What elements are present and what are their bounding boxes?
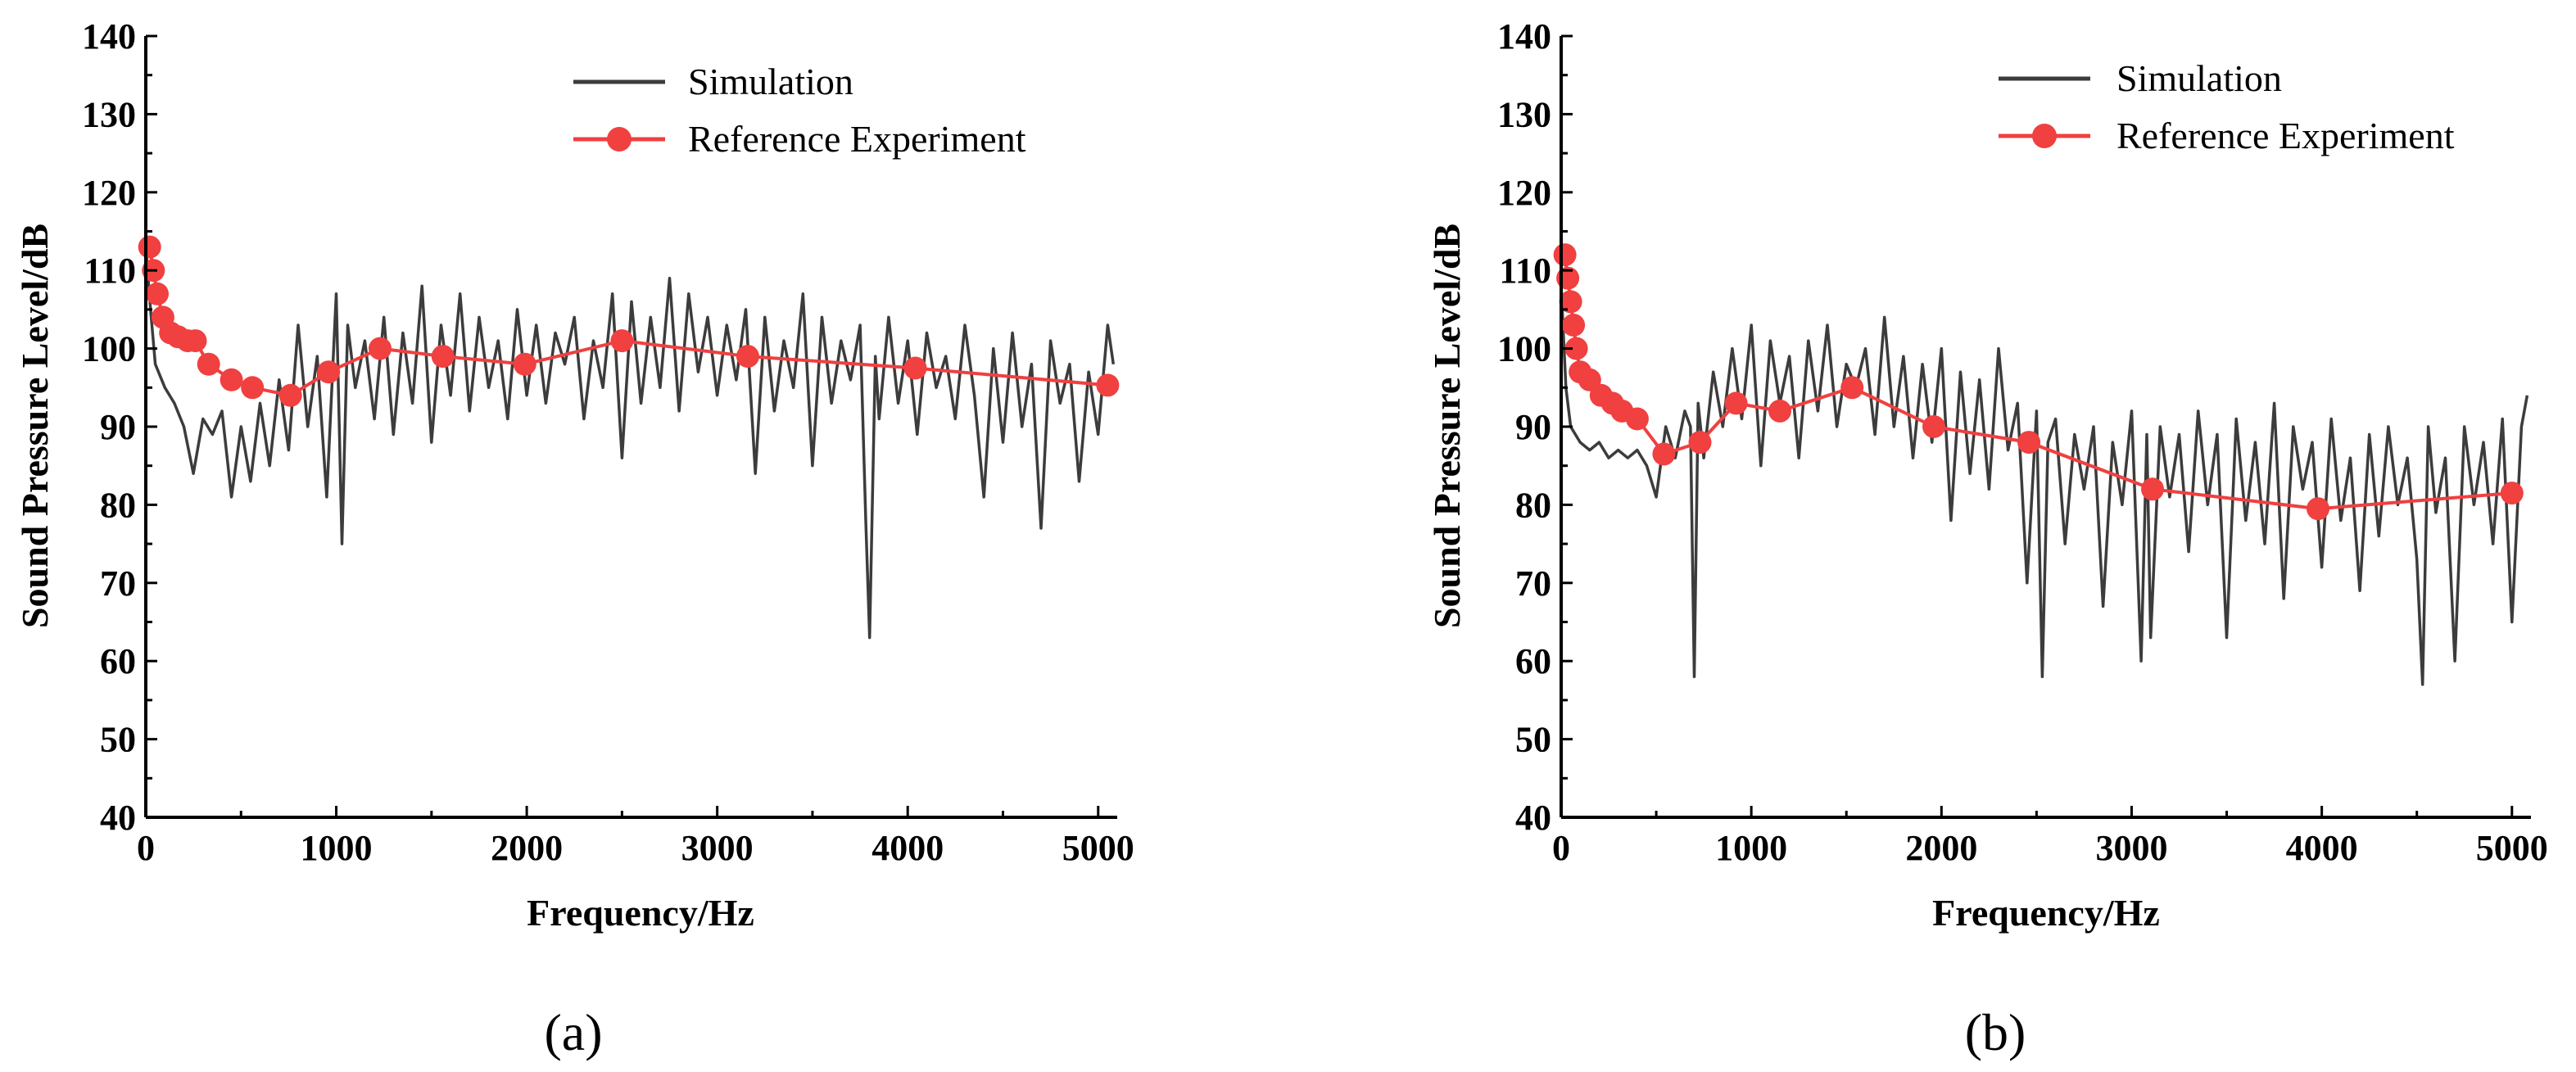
x-tick-label-a-0: 0 — [137, 828, 155, 868]
reference-point-a-10 — [241, 376, 265, 400]
y-tick-label-b-6: 100 — [1497, 329, 1551, 369]
x-tick-label-b-3: 3000 — [2095, 828, 2167, 868]
x-tick-label-b-4: 4000 — [2286, 828, 2358, 868]
reference-point-b-14 — [1768, 399, 1791, 423]
reference-point-a-11 — [278, 383, 302, 407]
plot-area-b — [1553, 243, 2529, 686]
y-tick-label-a-4: 80 — [100, 485, 136, 525]
chart-panel-b: 0 1000 2000 3000 4000 5000 40 50 60 70 80 90 100 110 1… — [1426, 16, 2548, 1061]
x-tick-label-a-1: 1000 — [301, 828, 373, 868]
legend-reference-label-b: Reference Experiment — [2116, 115, 2455, 156]
y-tick-label-a-7: 110 — [84, 251, 136, 291]
reference-point-b-15 — [1840, 376, 1864, 400]
reference-point-a-9 — [220, 368, 243, 391]
y-tick-label-a-5: 90 — [100, 407, 136, 447]
reference-point-a-17 — [736, 345, 759, 369]
chart-panel-a: 0 1000 2000 3000 4000 5000 40 50 60 70 80 90 100 110 1… — [14, 16, 1134, 1061]
panel-label-b: (b) — [1965, 1003, 2026, 1061]
reference-point-a-18 — [903, 356, 927, 380]
reference-point-a-0 — [138, 235, 161, 259]
reference-point-b-4 — [1564, 337, 1588, 360]
reference-point-a-8 — [197, 352, 220, 376]
y-tick-label-b-10: 140 — [1497, 16, 1551, 57]
x-tick-label-b-2: 2000 — [1905, 828, 1977, 868]
x-axis-title-b: Frequency/Hz — [1932, 892, 2160, 934]
x-tick-label-a-5: 5000 — [1062, 828, 1134, 868]
reference-point-b-0 — [1553, 243, 1577, 267]
ticks-b: 0 1000 2000 3000 4000 5000 40 50 60 70 80 90 100 110 1… — [1497, 16, 2548, 868]
reference-point-a-15 — [513, 352, 536, 376]
ticks-a: 0 1000 2000 3000 4000 5000 40 50 60 70 80 90 100 110 1… — [82, 16, 1134, 868]
y-tick-label-b-5: 90 — [1515, 407, 1551, 447]
x-tick-label-b-5: 5000 — [2476, 828, 2548, 868]
y-tick-label-b-0: 40 — [1515, 798, 1551, 838]
y-tick-label-a-0: 40 — [100, 798, 136, 838]
reference-point-b-17 — [2017, 431, 2041, 455]
x-axis-title-a: Frequency/Hz — [527, 892, 754, 934]
y-tick-label-b-7: 110 — [1499, 251, 1551, 291]
y-tick-label-a-8: 120 — [82, 173, 136, 213]
reference-point-b-10 — [1625, 407, 1649, 431]
y-tick-label-b-9: 130 — [1497, 94, 1551, 134]
legend-reference-label-a: Reference Experiment — [688, 118, 1026, 160]
reference-point-b-20 — [2500, 482, 2524, 505]
y-tick-label-b-3: 70 — [1515, 563, 1551, 604]
reference-point-b-12 — [1688, 431, 1712, 455]
x-tick-label-a-3: 3000 — [681, 828, 754, 868]
reference-point-b-18 — [2141, 477, 2164, 501]
y-tick-label-a-3: 70 — [100, 563, 136, 604]
y-tick-label-b-2: 60 — [1515, 641, 1551, 681]
y-axis-title-b: Sound Pressure Level/dB — [1426, 224, 1468, 628]
reference-point-b-16 — [1922, 415, 1945, 438]
legend-reference-marker-a — [607, 127, 632, 152]
legend-b: Simulation Reference Experiment — [1999, 57, 2455, 156]
legend-simulation-label-a: Simulation — [688, 61, 853, 102]
y-tick-label-b-8: 120 — [1497, 173, 1551, 213]
reference-point-b-19 — [2307, 497, 2329, 521]
reference-point-a-7 — [183, 329, 207, 353]
x-tick-label-a-2: 2000 — [491, 828, 563, 868]
x-tick-label-a-4: 4000 — [871, 828, 944, 868]
reference-point-a-12 — [317, 360, 341, 384]
reference-point-a-13 — [369, 337, 392, 360]
y-tick-label-a-10: 140 — [82, 16, 136, 57]
x-tick-label-b-0: 0 — [1552, 828, 1570, 868]
reference-point-a-19 — [1096, 373, 1120, 397]
reference-point-b-13 — [1724, 391, 1748, 415]
reference-point-a-2 — [146, 282, 169, 305]
legend-simulation-label-b: Simulation — [2116, 57, 2282, 99]
panel-label-a: (a) — [544, 1003, 602, 1061]
reference-point-a-16 — [610, 329, 634, 353]
reference-point-b-11 — [1652, 442, 1676, 466]
simulation-line-b — [1560, 286, 2529, 686]
reference-point-b-2 — [1559, 290, 1582, 314]
y-tick-label-b-4: 80 — [1515, 485, 1551, 525]
y-tick-label-b-1: 50 — [1515, 720, 1551, 760]
plot-area-a — [138, 235, 1120, 640]
simulation-line-a — [144, 247, 1116, 640]
y-tick-label-a-6: 100 — [82, 329, 136, 369]
reference-point-a-14 — [431, 345, 455, 369]
y-axis-title-a: Sound Pressure Level/dB — [14, 224, 56, 628]
x-tick-label-b-1: 1000 — [1715, 828, 1787, 868]
y-tick-label-a-2: 60 — [100, 641, 136, 681]
y-tick-label-a-9: 130 — [82, 94, 136, 134]
y-tick-label-a-1: 50 — [100, 720, 136, 760]
legend-reference-marker-b — [2032, 124, 2057, 148]
legend-a: Simulation Reference Experiment — [573, 61, 1026, 160]
reference-point-b-3 — [1562, 314, 1586, 337]
